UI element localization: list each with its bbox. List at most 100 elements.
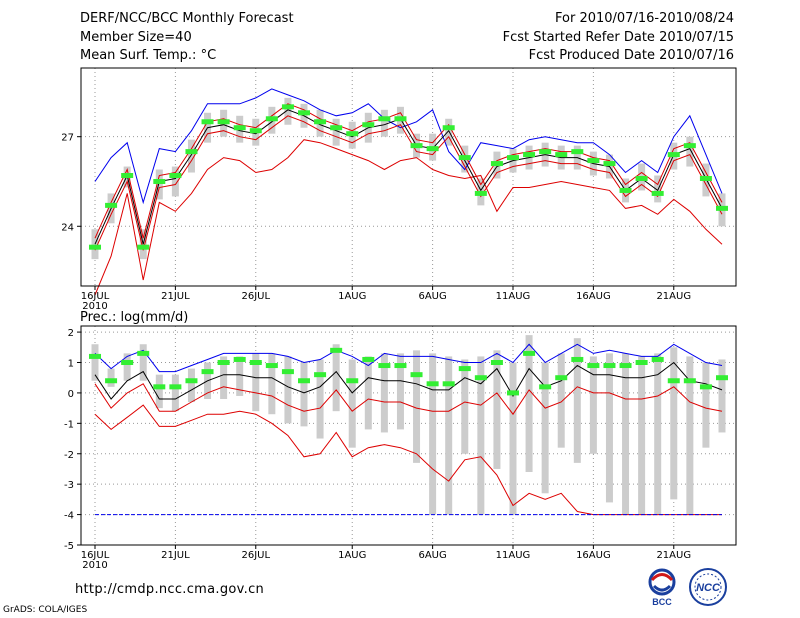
temp-median-marker: [378, 116, 391, 122]
temp-median-marker: [217, 119, 230, 125]
temp-xtick-label: 21AUG: [656, 291, 691, 302]
prec-ytick-label: -2: [64, 450, 74, 461]
temp-xtick-label: 26JUL: [241, 291, 270, 302]
temp-median-marker: [683, 143, 696, 149]
prec-median-marker: [394, 363, 407, 369]
forecast-produced-date: Fcst Produced Date 2010/07/16: [528, 48, 734, 63]
prec-median-marker: [651, 356, 664, 362]
temp-ytick-label: 24: [61, 222, 74, 233]
prec-ytick-label: 1: [68, 359, 74, 370]
prec-spread-box: [541, 362, 549, 494]
prec-spread-box: [493, 350, 501, 469]
temp-median-marker: [265, 116, 278, 122]
prec-median-marker: [153, 384, 166, 390]
prec-spread-box: [396, 353, 404, 430]
prec-spread-box: [348, 359, 356, 448]
prec-median-marker: [137, 350, 150, 356]
prec-spread-box: [220, 356, 228, 399]
temp-median-marker: [571, 149, 584, 155]
prec-median-marker: [667, 378, 680, 384]
temp-spread-box: [171, 166, 179, 197]
prec-median-marker: [281, 369, 294, 375]
prec-spread-box: [461, 359, 469, 454]
prec-spread-box: [139, 344, 147, 381]
prec-median-marker: [635, 360, 648, 365]
prec-spread-box: [268, 353, 276, 415]
prec-ytick-label: -3: [64, 480, 74, 491]
temp-median-marker: [699, 175, 712, 181]
temp-spread-box: [654, 175, 662, 203]
prec-spread-box: [605, 353, 613, 503]
prec-median-marker: [346, 378, 359, 384]
precip-title: Prec.: log(mm/d): [80, 310, 189, 325]
temp-spread-box: [380, 109, 388, 137]
prec-spread-box: [718, 359, 726, 433]
prec-median-marker: [249, 360, 262, 365]
prec-xtick-label: 26JUL: [241, 550, 270, 561]
temp-xtick-label: 1AUG: [338, 291, 366, 302]
prec-spread-box: [429, 353, 437, 515]
prec-spread-box: [300, 362, 308, 427]
forecast-title: DERF/NCC/BCC Monthly Forecast: [80, 11, 294, 26]
temp-median-marker: [474, 190, 487, 196]
prec-xtick-label: 21JUL: [161, 550, 190, 561]
prec-median-marker: [426, 381, 439, 387]
prec-ytick-label: -1: [64, 419, 74, 430]
temp-spread-box: [187, 139, 195, 173]
temp-median-marker: [539, 149, 552, 155]
prec-median-marker: [587, 363, 600, 369]
prec-series-max: [94, 343, 723, 373]
temp-spread-box: [284, 97, 292, 125]
prec-ytick-label: 0: [68, 389, 74, 400]
prec-spread-box: [702, 362, 710, 448]
temp-median-marker: [555, 152, 568, 158]
prec-spread-box: [364, 356, 372, 430]
prec-xtick-label: 16AUG: [576, 550, 611, 561]
temp-median-marker: [587, 158, 600, 164]
temp-spread-box: [332, 118, 340, 146]
temp-series-mean: [94, 109, 723, 245]
temp-median-marker: [651, 190, 664, 196]
prec-spread-box: [413, 350, 421, 463]
prec-median-marker: [330, 347, 343, 353]
prec-median-marker: [555, 375, 568, 381]
temp-median-marker: [89, 244, 101, 250]
prec-series-lower: [94, 383, 723, 416]
prec-median-marker: [619, 363, 632, 369]
temp-ytick-label: 27: [61, 133, 74, 144]
prec-median-marker: [490, 360, 503, 365]
prec-xtick-label: 1AUG: [338, 550, 366, 561]
prec-spread-box: [638, 356, 646, 515]
prec-spread-box: [252, 353, 260, 412]
prec-median-marker: [716, 375, 728, 381]
temp-series-max: [94, 88, 723, 205]
prec-xtick-label: 16JUL: [81, 550, 110, 561]
prec-spread-box: [477, 356, 485, 515]
temp-median-marker: [523, 152, 536, 158]
prec-median-marker: [121, 360, 134, 365]
prec-spread-box: [316, 359, 324, 439]
prec-spread-box: [107, 368, 115, 387]
temp-median-marker: [298, 110, 310, 116]
temp-xtick-sublabel: 2010: [82, 301, 107, 312]
temp-median-marker: [233, 125, 246, 131]
temp-frame: [80, 67, 737, 287]
prec-spread-box: [155, 374, 163, 409]
temp-median-marker: [201, 119, 214, 125]
temp-xtick-label: 11AUG: [496, 291, 531, 302]
prec-median-marker: [265, 363, 278, 369]
temp-spread-box: [686, 136, 694, 167]
prec-median-marker: [201, 369, 214, 375]
prec-xtick-label: 6AUG: [418, 550, 446, 561]
temp-median-marker: [394, 116, 407, 122]
prec-spread-box: [686, 356, 694, 515]
prec-xtick-label: 11AUG: [496, 550, 531, 561]
prec-xtick-label: 21AUG: [656, 550, 691, 561]
temp-median-marker: [105, 202, 118, 208]
forecast-start-date: Fcst Started Refer Date 2010/07/15: [502, 30, 734, 45]
temp-median-marker: [426, 146, 439, 152]
prec-spread-box: [332, 344, 340, 412]
source-url[interactable]: http://cmdp.ncc.cma.gov.cn: [75, 582, 265, 597]
